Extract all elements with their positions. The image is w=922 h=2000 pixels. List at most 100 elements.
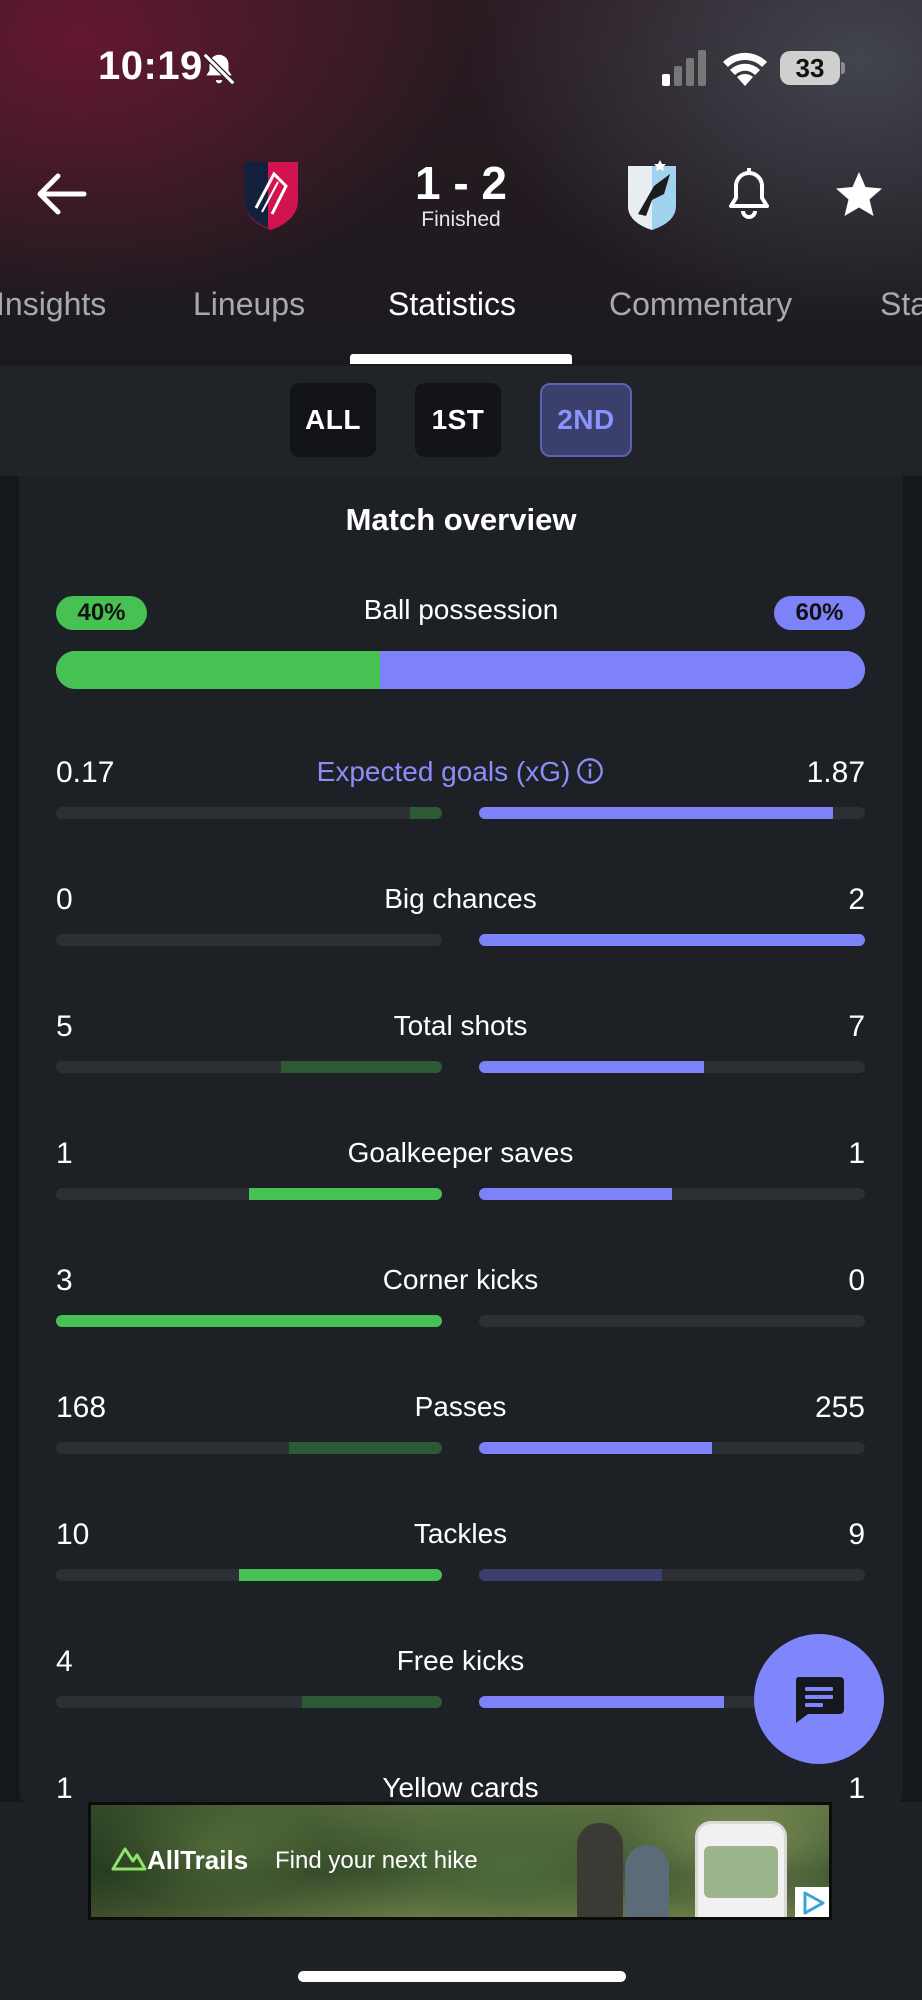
period-filter: ALL 1ST 2ND — [0, 366, 922, 476]
period-first-half-button[interactable]: 1ST — [415, 383, 501, 457]
stat-away-bar — [479, 1569, 662, 1581]
stat-label: Free kicks — [216, 1645, 705, 1677]
stat-label: Big chances — [216, 883, 705, 915]
ad-hiker-image — [577, 1823, 623, 1917]
bell-off-icon — [202, 52, 236, 86]
stat-row: 5 Total shots 7 — [56, 1010, 865, 1090]
signal-icon — [662, 50, 706, 86]
period-all-button[interactable]: ALL — [290, 383, 376, 457]
stat-label[interactable]: Expected goals (xG) — [216, 756, 705, 788]
stat-home-track — [56, 1569, 442, 1581]
stat-home-bar — [238, 1569, 442, 1581]
stat-row: 0 Big chances 2 — [56, 883, 865, 963]
stat-home-value: 1 — [56, 1137, 73, 1170]
ad-area: AllTrails Find your next hike — [0, 1802, 922, 2000]
home-team-crest[interactable] — [238, 156, 304, 232]
tab-commentary[interactable]: Commentary — [609, 286, 793, 322]
stat-away-track — [479, 1569, 865, 1581]
stat-away-track — [479, 1061, 865, 1073]
stat-away-track — [479, 1315, 865, 1327]
stat-home-value: 0 — [56, 883, 73, 916]
stat-away-bar — [479, 1188, 672, 1200]
stat-label: Goalkeeper saves — [216, 1137, 705, 1169]
stat-label: Passes — [216, 1391, 705, 1423]
stat-home-bar — [56, 1315, 442, 1327]
active-tab-indicator — [350, 354, 572, 364]
info-icon[interactable] — [576, 757, 604, 785]
stat-away-track — [479, 1442, 865, 1454]
stat-label-text: Expected goals (xG) — [316, 756, 571, 787]
alltrails-logo-icon — [111, 1847, 147, 1871]
stat-row: 1 Yellow cards 1 — [56, 1772, 865, 1816]
status-bar-time: 10:19 — [98, 44, 203, 88]
stat-home-track — [56, 1696, 442, 1708]
stat-row: 0.17 Expected goals (xG) 1.87 — [56, 756, 865, 836]
battery-level: 33 — [780, 51, 840, 85]
stat-row: 4 Free kicks — [56, 1645, 865, 1725]
stat-home-value: 1 — [56, 1772, 73, 1805]
stat-row: 3 Corner kicks 0 — [56, 1264, 865, 1344]
match-overview-card: Match overview 40% Ball possession 60% 0… — [19, 476, 903, 1816]
stat-home-bar — [301, 1696, 442, 1708]
tab-standings[interactable]: Sta — [880, 286, 922, 322]
bell-icon[interactable] — [726, 168, 772, 220]
stat-away-track — [479, 1188, 865, 1200]
stat-home-bar — [281, 1061, 442, 1073]
stat-away-bar — [479, 1061, 705, 1073]
stat-away-bar — [479, 1442, 712, 1454]
back-arrow-icon[interactable] — [34, 170, 88, 218]
ad-banner[interactable]: AllTrails Find your next hike — [88, 1802, 832, 1920]
stat-label: Total shots — [216, 1010, 705, 1042]
stat-home-track — [56, 934, 442, 946]
match-status: Finished — [421, 208, 501, 231]
ad-choices-icon[interactable] — [795, 1887, 831, 1919]
home-indicator — [298, 1971, 626, 1982]
stat-row: 168 Passes 255 — [56, 1391, 865, 1471]
stat-home-track — [56, 807, 442, 819]
chat-icon — [795, 1677, 844, 1723]
stat-home-value: 5 — [56, 1010, 73, 1043]
period-second-half-button[interactable]: 2ND — [540, 383, 632, 457]
stat-home-value: 10 — [56, 1518, 90, 1551]
possession-home-fill — [56, 651, 380, 689]
stat-away-track — [479, 934, 865, 946]
ad-brand: AllTrails — [147, 1845, 249, 1875]
stat-home-track — [56, 1442, 442, 1454]
tab-statistics[interactable]: Statistics — [388, 286, 517, 322]
stat-home-track — [56, 1315, 442, 1327]
stat-away-track — [479, 807, 865, 819]
stat-home-value: 3 — [56, 1264, 73, 1297]
stat-label-text: Goalkeeper saves — [347, 1137, 574, 1168]
tab-lineups[interactable]: Lineups — [193, 286, 306, 322]
battery-indicator: 33 — [780, 51, 845, 85]
chat-button[interactable] — [754, 1634, 884, 1764]
stat-label-text: Free kicks — [396, 1645, 525, 1676]
possession-away-fill — [379, 651, 865, 689]
away-team-crest[interactable] — [624, 156, 680, 232]
stat-away-bar — [479, 807, 833, 819]
stat-label-text: Corner kicks — [382, 1264, 539, 1295]
stat-label-text: Big chances — [384, 883, 537, 914]
possession-away-value: 60% — [774, 596, 865, 630]
stat-away-value: 1 — [848, 1137, 865, 1170]
ad-phone-image — [695, 1821, 787, 1917]
stat-row: 1 Goalkeeper saves 1 — [56, 1137, 865, 1217]
stat-away-value: 0 — [848, 1264, 865, 1297]
stat-away-value: 1 — [848, 1772, 865, 1805]
wifi-icon — [723, 52, 767, 86]
stat-label-text: Passes — [414, 1391, 507, 1422]
tab-insights[interactable]: Insights — [0, 286, 107, 322]
possession-home-value: 40% — [56, 596, 147, 630]
match-header: 10:19 33 1 - 2 Finished — [0, 0, 922, 366]
stat-home-bar — [288, 1442, 442, 1454]
stat-label-text: Total shots — [393, 1010, 528, 1041]
stat-home-track — [56, 1061, 442, 1073]
stat-away-value: 7 — [848, 1010, 865, 1043]
stat-home-value: 4 — [56, 1645, 73, 1678]
stat-away-value: 2 — [848, 883, 865, 916]
star-icon[interactable] — [834, 170, 884, 218]
stat-home-bar — [249, 1188, 442, 1200]
tab-bar: Insights Lineups Statistics Commentary S… — [0, 280, 922, 364]
stat-away-value: 9 — [848, 1518, 865, 1551]
ad-hiker-image — [625, 1845, 669, 1917]
